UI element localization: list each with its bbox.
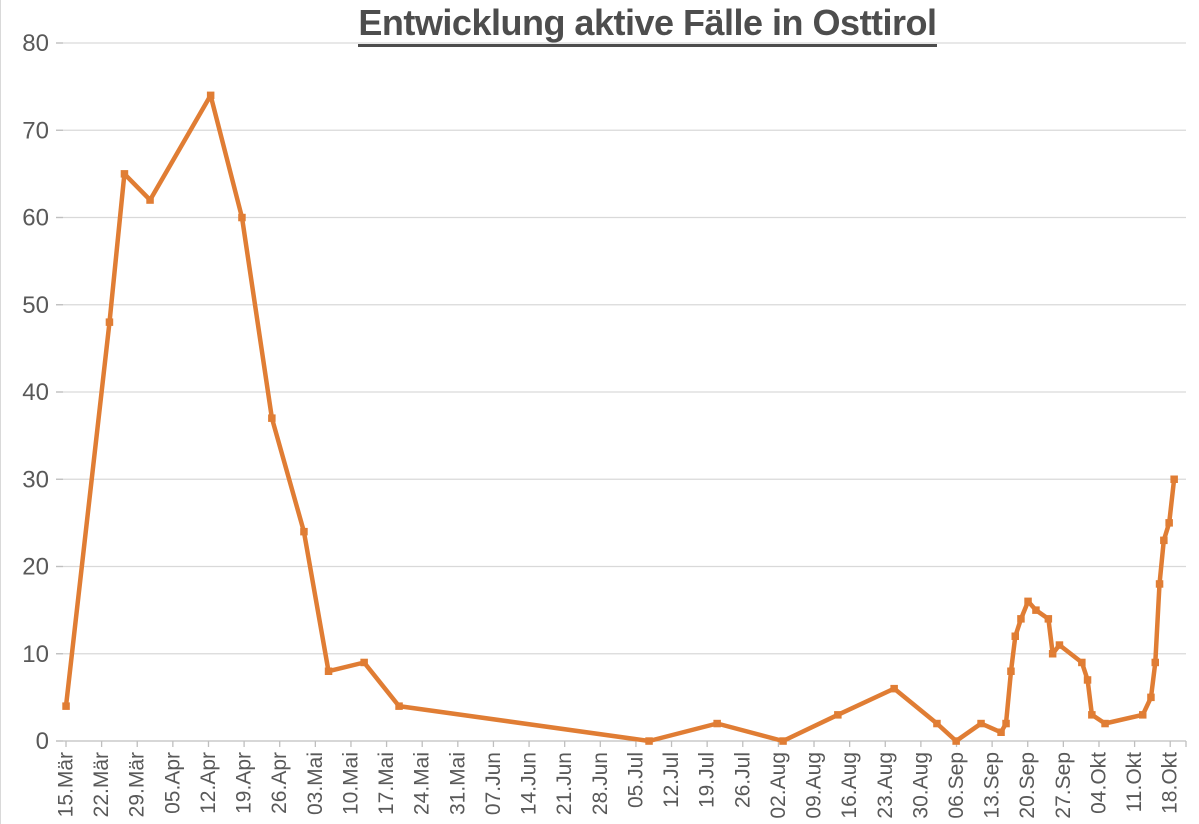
data-point-marker — [1147, 693, 1155, 702]
data-point-marker — [268, 414, 276, 422]
data-point-marker — [1160, 536, 1168, 545]
x-axis-label: 12.Jul — [660, 752, 683, 808]
data-point-marker — [238, 213, 246, 222]
series-line — [63, 93, 1177, 744]
x-axis-label: 14.Jun — [518, 752, 541, 815]
x-axis-label: 24.Mai — [411, 752, 434, 815]
x-axis-label: 28.Jun — [589, 752, 612, 815]
x-axis-label: 29.Mär — [126, 752, 149, 817]
y-axis-label: 10 — [22, 641, 49, 668]
data-point-marker — [1151, 658, 1159, 667]
data-point-marker — [997, 728, 1005, 736]
x-axis-label: 03.Mai — [304, 752, 327, 815]
data-point-marker — [105, 318, 114, 326]
y-axis-label: 30 — [22, 466, 49, 493]
data-point-marker — [1155, 580, 1164, 588]
x-axis-label: 16.Aug — [838, 752, 861, 819]
x-axis-label: 12.Apr — [197, 752, 220, 814]
data-point-marker — [1170, 475, 1178, 483]
x-axis-label: 05.Jul — [624, 752, 647, 808]
x-axis-label: 04.Okt — [1087, 752, 1110, 814]
data-point-marker — [1011, 632, 1019, 640]
data-point-marker — [1002, 719, 1010, 728]
data-point-marker — [933, 719, 941, 728]
data-point-marker — [1032, 606, 1040, 614]
x-axis-label: 31.Mai — [446, 752, 469, 815]
data-point-marker — [645, 737, 653, 745]
x-axis-label: 15.Mär — [55, 752, 78, 817]
data-point-marker — [890, 684, 898, 693]
x-axis-label: 30.Aug — [909, 752, 932, 819]
data-point-marker — [1083, 676, 1092, 684]
data-point-marker — [1078, 658, 1086, 667]
x-axis-label: 23.Aug — [874, 752, 897, 819]
data-point-marker — [120, 170, 129, 178]
data-point-marker — [1165, 519, 1173, 527]
x-axis-label: 05.Apr — [161, 752, 184, 814]
x-axis-label: 22.Mär — [90, 752, 113, 817]
x-axis-label: 19.Jul — [696, 752, 719, 808]
data-point-marker — [1101, 719, 1109, 728]
x-axis-label: 09.Aug — [803, 752, 826, 819]
y-axis-label: 40 — [22, 379, 49, 406]
data-point-marker — [360, 658, 368, 667]
y-axis-label: 50 — [22, 292, 49, 319]
data-point-marker — [1007, 667, 1015, 675]
data-point-marker — [1044, 615, 1053, 623]
data-point-marker — [395, 702, 403, 710]
data-point-marker — [1048, 650, 1057, 658]
data-point-marker — [146, 196, 154, 204]
x-axis-label: 27.Sep — [1052, 752, 1075, 819]
data-point-marker — [324, 667, 333, 675]
x-axis-label: 02.Aug — [767, 752, 790, 819]
x-axis-label: 13.Sep — [981, 752, 1004, 819]
data-point-marker — [713, 719, 721, 728]
data-point-marker — [206, 91, 215, 100]
data-point-marker — [834, 711, 842, 719]
data-point-marker — [1088, 711, 1096, 719]
x-axis-label: 26.Apr — [268, 752, 291, 814]
y-axis-label: 60 — [22, 205, 49, 232]
x-axis-label: 06.Sep — [945, 752, 968, 819]
x-axis-label: 07.Jun — [482, 752, 505, 815]
chart-title-text: Entwicklung aktive Fälle in Osttirol — [358, 2, 937, 47]
y-axis-label: 0 — [36, 728, 49, 755]
x-axis-label: 11.Okt — [1123, 752, 1146, 812]
x-axis-label: 21.Jun — [553, 752, 576, 815]
x-axis-label: 26.Jul — [731, 752, 754, 808]
data-point-marker — [952, 737, 960, 745]
x-axis-label: 19.Apr — [233, 752, 256, 814]
x-axis-label: 20.Sep — [1016, 752, 1039, 819]
data-point-marker — [1055, 641, 1064, 649]
y-axis-label: 70 — [22, 117, 49, 144]
x-axis-label: 18.Okt — [1159, 752, 1182, 814]
chart-title: Entwicklung aktive Fälle in Osttirol — [96, 2, 1199, 47]
data-point-marker — [1024, 597, 1032, 606]
data-point-marker — [300, 527, 308, 536]
data-point-marker — [977, 719, 985, 728]
x-axis-label: 10.Mai — [339, 752, 362, 815]
y-axis-label: 20 — [22, 554, 49, 581]
data-point-marker — [779, 737, 787, 745]
data-point-marker — [62, 702, 70, 710]
data-point-marker — [1139, 711, 1147, 719]
x-axis-label: 17.Mai — [375, 752, 398, 815]
data-point-marker — [1017, 615, 1025, 623]
y-axis-label: 80 — [22, 30, 49, 57]
